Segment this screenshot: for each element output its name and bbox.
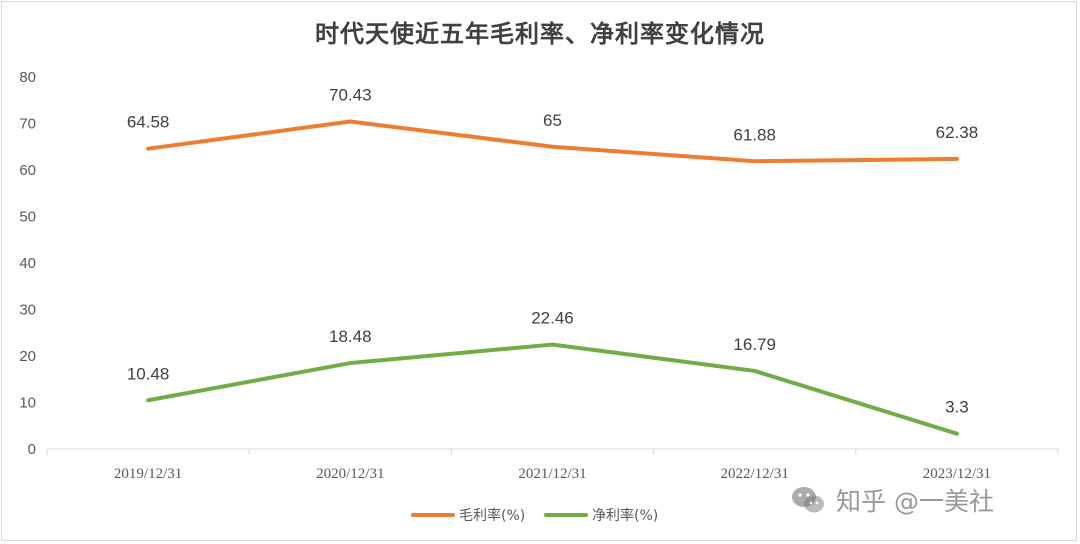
y-tick-label: 20 [19, 348, 36, 365]
watermark-text: 知乎 @一美社 [836, 487, 994, 516]
y-tick-label: 40 [19, 255, 36, 272]
x-tick-label: 2022/12/31 [721, 466, 789, 482]
data-label: 61.88 [733, 125, 776, 144]
y-tick-label: 50 [19, 209, 36, 226]
y-tick-label: 30 [19, 302, 36, 319]
wechat-icon [792, 487, 824, 513]
x-tick-label: 2020/12/31 [316, 466, 384, 482]
data-label: 22.46 [531, 309, 574, 328]
data-label: 3.3 [945, 398, 969, 417]
chart-title: 时代天使近五年毛利率、净利率变化情况 [315, 19, 765, 48]
series-line-net-margin [146, 342, 959, 436]
data-label: 70.43 [329, 86, 372, 105]
data-label: 16.79 [733, 335, 776, 354]
data-label: 65 [543, 111, 562, 130]
y-tick-label: 80 [19, 69, 36, 86]
data-label: 10.48 [127, 364, 170, 383]
y-tick-label: 10 [19, 395, 36, 412]
y-tick-label: 70 [19, 116, 36, 133]
y-tick-label: 0 [28, 441, 36, 458]
legend-label: 净利率(%) [592, 507, 658, 524]
watermark: 知乎 @一美社 [790, 480, 994, 520]
x-tick-label: 2021/12/31 [518, 466, 586, 482]
data-label: 62.38 [936, 123, 979, 142]
x-tick-label: 2023/12/31 [923, 466, 991, 482]
legend-label: 毛利率(%) [459, 507, 525, 524]
data-label: 64.58 [127, 113, 170, 132]
data-label: 18.48 [329, 327, 372, 346]
y-tick-label: 60 [19, 162, 36, 179]
x-tick-label: 2019/12/31 [114, 466, 182, 482]
